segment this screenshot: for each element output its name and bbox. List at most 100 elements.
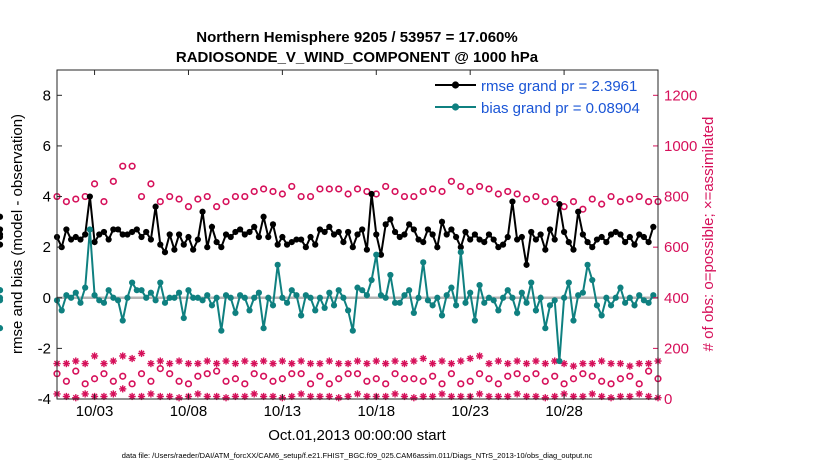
bias-point (523, 299, 530, 306)
bias-point (345, 307, 352, 314)
bias-point (67, 294, 75, 301)
bias-point (471, 317, 478, 324)
rmse-point (143, 228, 150, 236)
obs-assimilated-stroke (138, 393, 145, 400)
rmse-point (349, 244, 356, 251)
rmse-point (326, 223, 333, 231)
bias-point (415, 294, 422, 301)
obs-assimilated-stroke (63, 393, 70, 400)
rmse-point (147, 236, 155, 243)
bias-point (485, 294, 493, 301)
rmse-point (166, 231, 173, 238)
obs-possible-point (475, 370, 484, 378)
rmse-point (645, 238, 652, 246)
bias-point (617, 284, 624, 291)
obs-assimilated-stroke (645, 393, 652, 400)
obs-possible-point (569, 375, 578, 383)
obs-assimilated-stroke (204, 393, 211, 400)
plot-frame (56, 69, 659, 400)
y-right-tick-label: 800 (664, 189, 689, 206)
bias-point (377, 292, 385, 299)
rmse-point (363, 246, 370, 253)
rmse-point (302, 244, 309, 251)
obs-assimilated-stroke (382, 393, 389, 400)
obs-assimilated-stroke (166, 393, 173, 400)
bias-point (0, 325, 4, 332)
obs-assimilated-point (250, 390, 258, 398)
bias-point (387, 271, 394, 279)
obs-possible-point (344, 190, 352, 198)
obs-assimilated-stroke (63, 360, 70, 367)
chart-title-line1: Northern Hemisphere 9205 / 53957 = 17.06… (196, 29, 517, 46)
obs-possible-point (363, 187, 371, 196)
bias-point (560, 294, 568, 301)
bias-point (542, 325, 549, 332)
obs-assimilated-point (241, 357, 249, 365)
y-right-tick-label: 200 (664, 340, 689, 357)
bias-point (255, 289, 262, 296)
obs-possible-point (166, 192, 174, 201)
obs-possible-point (513, 370, 521, 378)
obs-possible-point (438, 380, 446, 388)
obs-possible-point (588, 195, 596, 203)
rmse-point (636, 231, 643, 238)
rmse-point (152, 203, 159, 210)
rmse-point (260, 213, 267, 220)
bias-point (532, 307, 540, 314)
obs-possible-point (213, 203, 221, 211)
obs-possible-point (90, 375, 99, 383)
rmse-point (0, 226, 4, 233)
bias-point (509, 294, 516, 301)
rmse-point (424, 226, 432, 233)
bias-point (175, 289, 183, 296)
obs-assimilated-point (335, 394, 343, 402)
obs-assimilated-stroke (401, 360, 408, 367)
obs-assimilated-point (278, 357, 286, 365)
obs-assimilated-point (72, 394, 80, 402)
rmse-point (96, 231, 103, 238)
obs-possible-point (316, 185, 324, 193)
obs-assimilated-stroke (608, 360, 615, 367)
obs-assimilated-stroke (373, 357, 380, 365)
obs-assimilated-stroke (485, 360, 493, 367)
rmse-point (420, 238, 427, 246)
bias-point (119, 317, 126, 324)
obs-assimilated-stroke (176, 357, 183, 365)
rmse-point (283, 241, 291, 248)
obs-possible-point (335, 185, 343, 193)
obs-assimilated-stroke (91, 352, 98, 360)
obs-assimilated-point (297, 390, 305, 398)
rmse-point (67, 236, 75, 243)
obs-assimilated-point (569, 362, 578, 370)
bias-point (246, 307, 253, 314)
rmse-point (63, 226, 70, 233)
obs-assimilated-stroke (420, 355, 427, 362)
obs-possible-point (259, 372, 268, 380)
bias-point (321, 304, 328, 311)
bias-point (274, 261, 281, 268)
obs-assimilated-stroke (467, 355, 474, 362)
obs-assimilated-stroke (420, 393, 427, 400)
obs-assimilated-point (391, 390, 399, 398)
bias-point (213, 294, 220, 301)
rmse-point (213, 238, 220, 246)
obs-possible-point (297, 370, 305, 378)
rmse-point (391, 228, 399, 236)
obs-assimilated-point (175, 394, 183, 402)
series-obs-possible-low- (53, 365, 662, 388)
rmse-point (265, 233, 272, 241)
bias-point (424, 297, 432, 304)
obs-assimilated-stroke (147, 390, 154, 397)
rmse-point (133, 226, 140, 233)
obs-assimilated-stroke (438, 357, 446, 365)
rmse-point (114, 226, 122, 233)
obs-assimilated-stroke (279, 357, 286, 365)
bias-point (110, 294, 117, 301)
rmse-point (556, 201, 563, 208)
rmse-point (345, 228, 352, 236)
obs-assimilated-stroke (298, 390, 305, 397)
y-left-tick-label: 6 (43, 138, 51, 155)
obs-possible-point (203, 370, 211, 378)
obs-possible-point (269, 377, 277, 385)
rmse-point (485, 231, 493, 238)
